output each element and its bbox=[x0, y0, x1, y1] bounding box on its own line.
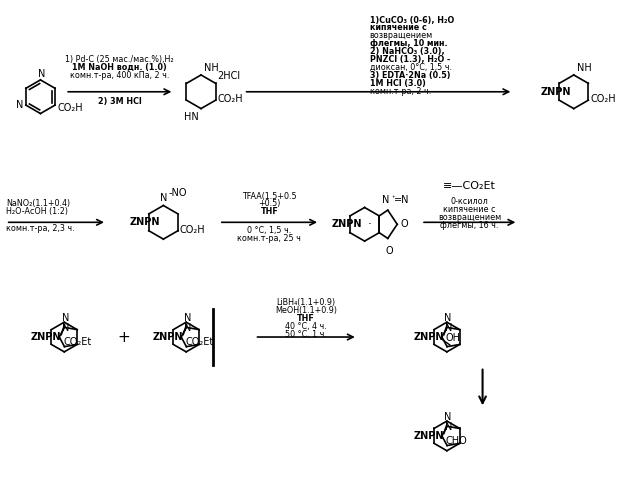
Text: NaNO₂(1.1+0.4): NaNO₂(1.1+0.4) bbox=[6, 200, 70, 208]
Text: N: N bbox=[38, 69, 45, 79]
Text: ⁺: ⁺ bbox=[392, 196, 396, 202]
Text: N: N bbox=[17, 100, 24, 110]
Text: HN: HN bbox=[184, 112, 199, 122]
Text: CO₂H: CO₂H bbox=[57, 103, 83, 113]
Text: H₂O-AcOH (1:2): H₂O-AcOH (1:2) bbox=[6, 208, 68, 216]
Text: N: N bbox=[184, 314, 191, 324]
Text: диоксан, 0°C, 1,5 ч.: диоксан, 0°C, 1,5 ч. bbox=[369, 63, 452, 72]
Text: CO₂Et: CO₂Et bbox=[63, 337, 91, 347]
Text: O: O bbox=[400, 220, 408, 230]
Text: кипячение с: кипячение с bbox=[443, 206, 496, 214]
Text: ZNPN: ZNPN bbox=[413, 431, 444, 441]
Text: NH: NH bbox=[577, 63, 591, 73]
Text: N: N bbox=[445, 323, 452, 333]
Text: комн.т-ра, 2,3 ч.: комн.т-ра, 2,3 ч. bbox=[6, 224, 75, 234]
Text: возвращением: возвращением bbox=[369, 32, 433, 40]
Text: ZNPN: ZNPN bbox=[152, 332, 183, 342]
Text: N: N bbox=[445, 412, 452, 422]
Text: CO₂H: CO₂H bbox=[180, 224, 205, 234]
Text: CO₂H: CO₂H bbox=[218, 94, 243, 104]
Text: 0-ксилол: 0-ксилол bbox=[451, 198, 489, 206]
Text: O: O bbox=[386, 246, 394, 256]
Text: +0.5): +0.5) bbox=[258, 200, 281, 208]
Text: ≡—CO₂Et: ≡—CO₂Et bbox=[443, 180, 496, 190]
Text: =N: =N bbox=[394, 195, 409, 205]
Text: комн.т-ра, 25 ч: комн.т-ра, 25 ч bbox=[237, 234, 301, 243]
Text: TFAA(1.5+0.5: TFAA(1.5+0.5 bbox=[242, 192, 297, 200]
Text: N: N bbox=[382, 195, 389, 205]
Text: OH: OH bbox=[446, 333, 461, 343]
Text: 0 °C, 1,5 ч.: 0 °C, 1,5 ч. bbox=[248, 226, 292, 235]
Text: N: N bbox=[63, 323, 70, 333]
Text: LiBH₄(1.1+0.9): LiBH₄(1.1+0.9) bbox=[276, 298, 336, 308]
Text: комн.т-ра, 2 ч.: комн.т-ра, 2 ч. bbox=[369, 86, 431, 96]
Text: N: N bbox=[445, 422, 452, 432]
Text: N: N bbox=[62, 314, 69, 324]
Text: NH: NH bbox=[204, 63, 219, 73]
Text: +: + bbox=[117, 330, 130, 344]
Text: N: N bbox=[184, 323, 191, 333]
Text: комн.т-ра, 400 кПа, 2 ч.: комн.т-ра, 400 кПа, 2 ч. bbox=[70, 71, 170, 80]
Text: 1M NaOH водн. (1.0): 1M NaOH водн. (1.0) bbox=[72, 63, 167, 72]
Text: PNZCl (1.3), H₂O -: PNZCl (1.3), H₂O - bbox=[369, 55, 450, 64]
Text: 50 °C, 1 ч.: 50 °C, 1 ч. bbox=[285, 330, 327, 339]
Text: THF: THF bbox=[297, 314, 315, 323]
Text: 1)CuCO₃ (0-6), H₂O: 1)CuCO₃ (0-6), H₂O bbox=[369, 16, 454, 24]
Text: ZNPN: ZNPN bbox=[130, 218, 160, 228]
Text: 1) Pd-C (25 мас./мас.%),H₂: 1) Pd-C (25 мас./мас.%),H₂ bbox=[66, 55, 174, 64]
Text: ZNPN: ZNPN bbox=[540, 87, 571, 97]
Text: кипячение с: кипячение с bbox=[369, 24, 426, 32]
Text: CO₂H: CO₂H bbox=[590, 94, 616, 104]
Text: 1M HCl (3.0): 1M HCl (3.0) bbox=[369, 79, 426, 88]
Text: MeOH(1.1+0.9): MeOH(1.1+0.9) bbox=[275, 306, 337, 316]
Text: 2HCl: 2HCl bbox=[218, 72, 241, 82]
Text: 2) 3M HCl: 2) 3M HCl bbox=[98, 96, 142, 106]
Text: флегмы, 16 ч.: флегмы, 16 ч. bbox=[440, 221, 499, 230]
Text: 40 °C, 4 ч.: 40 °C, 4 ч. bbox=[285, 322, 327, 331]
Text: возвращением: возвращением bbox=[438, 214, 501, 222]
Text: 2) NaHCO₃ (3.0),: 2) NaHCO₃ (3.0), bbox=[369, 47, 444, 56]
Text: ·: · bbox=[367, 218, 372, 231]
Text: 3) EDTA·2Na (0.5): 3) EDTA·2Na (0.5) bbox=[369, 71, 450, 80]
Text: THF: THF bbox=[260, 208, 278, 216]
Text: CO₂Et: CO₂Et bbox=[185, 337, 214, 347]
Text: флегмы, 10 мин.: флегмы, 10 мин. bbox=[369, 40, 447, 48]
Text: N: N bbox=[160, 192, 167, 202]
Text: ZNPN: ZNPN bbox=[413, 332, 444, 342]
Text: CHO: CHO bbox=[446, 436, 468, 446]
Text: -NO: -NO bbox=[168, 188, 187, 198]
Text: N: N bbox=[445, 314, 452, 324]
Text: ZNPN: ZNPN bbox=[31, 332, 61, 342]
Text: ZNPN: ZNPN bbox=[331, 220, 362, 230]
